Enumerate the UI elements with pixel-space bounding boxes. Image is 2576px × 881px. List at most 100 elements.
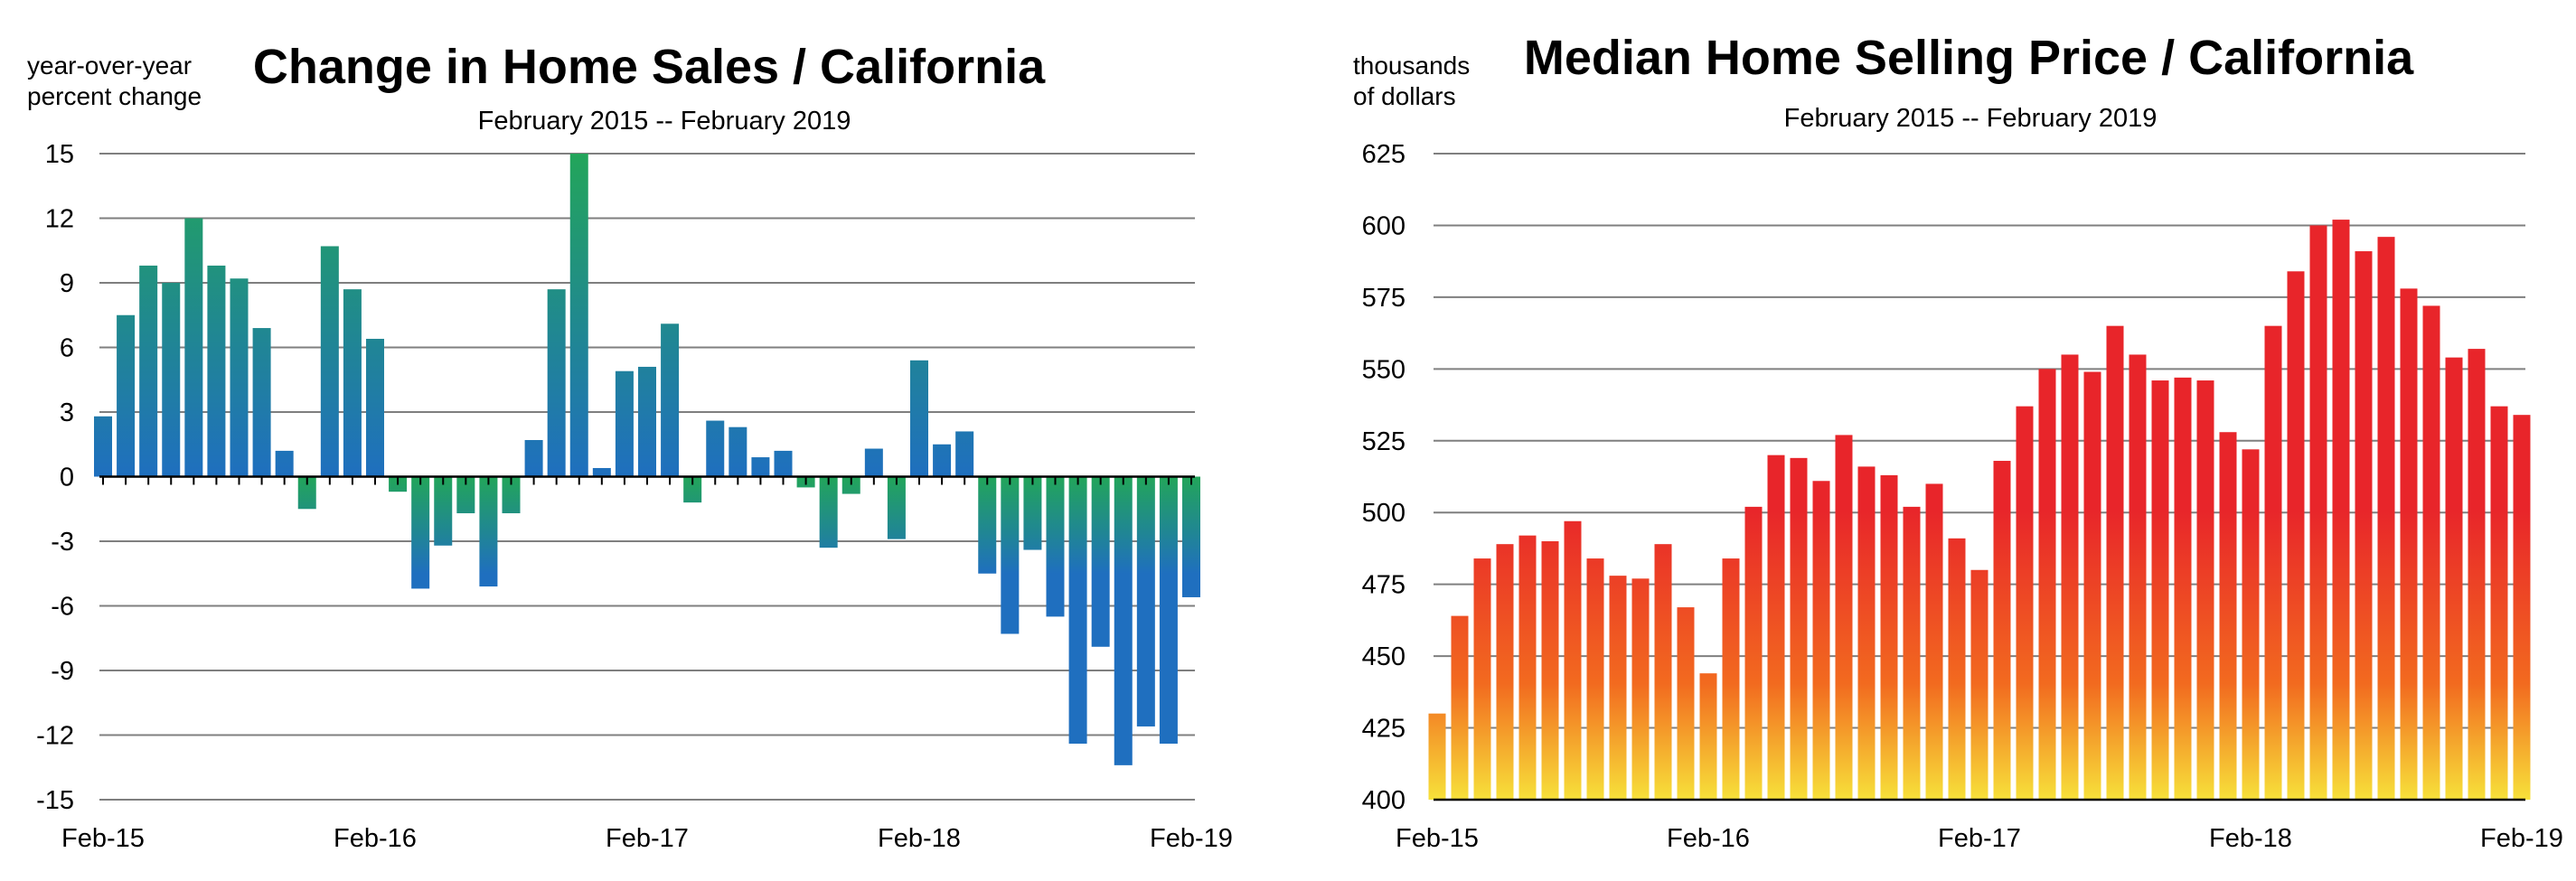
bar [117,314,136,477]
y-tick-label: 500 [1362,499,1406,528]
bar [1182,476,1200,597]
bar [819,476,838,548]
bar [2490,406,2508,800]
bar [1451,615,1469,800]
bar [1880,474,1898,800]
x-tick-label: Feb-19 [1150,824,1233,853]
chart-title: Change in Home Sales / California [253,40,1046,94]
bar [1609,576,1627,800]
bar [933,444,952,477]
x-tick-label: Feb-19 [2480,824,2563,853]
bar [94,416,112,477]
bar [1722,558,1740,800]
chart-subtitle: February 2015 -- February 2019 [1784,104,2158,133]
bar [2445,357,2463,800]
bar [502,476,521,514]
x-tick-label: Feb-16 [1667,824,1750,853]
bar [411,476,430,589]
bar [2196,380,2214,800]
bar [1136,476,1155,726]
bar [1970,569,1988,800]
bar [2468,349,2486,800]
tick-labels: 625 600 575 550 525 500 475 450 425 400 Feb-15 Feb-… [1362,140,2563,853]
y-tick-label: -9 [51,657,74,686]
bar [887,476,906,539]
bar [207,265,226,477]
bar [2422,305,2440,800]
bar [638,366,656,477]
bar [683,476,702,503]
bar [978,476,997,574]
bar [479,476,498,587]
bar [1654,544,1672,800]
bar [2242,449,2260,800]
y-tick-label: 12 [45,205,74,234]
bar [569,154,588,477]
y-tick-label: 525 [1362,427,1406,456]
bar [2061,354,2079,800]
bar [1744,506,1763,800]
y-tick-label: 425 [1362,715,1406,744]
bar [1699,673,1717,800]
bar [751,457,770,477]
bar [1586,558,1604,800]
bar [729,426,747,477]
bar [592,467,611,477]
bar [1068,476,1087,745]
bar [252,328,271,477]
bar [1518,535,1537,800]
bar [1023,476,1042,550]
bar [1473,558,1491,800]
x-tick-label: Feb-18 [878,824,961,853]
bar [1159,476,1178,745]
bar [139,265,158,477]
y-tick-label: 550 [1362,355,1406,384]
bar [615,370,634,477]
bar [2309,225,2327,800]
y-tick-label: 0 [60,464,74,492]
bar [320,246,339,477]
median-price-chart: Median Home Selling Price / California F… [1353,31,2563,853]
y-tick-label: 600 [1362,211,1406,240]
bar [1496,544,1514,800]
bars [94,154,1200,765]
y-tick-label: -6 [51,593,74,622]
x-tick-label: Feb-17 [1938,824,2021,853]
bar [2513,415,2531,800]
y-tick-label: 575 [1362,284,1406,313]
bar [1114,476,1133,765]
bar [661,323,680,477]
bar [456,476,475,514]
bar [1835,435,1853,800]
bar [2151,380,2169,800]
bar [864,448,883,477]
y-axis-label-line-2: percent change [27,82,202,110]
bar [1001,476,1020,634]
bar [1091,476,1110,647]
bar [2264,325,2282,801]
bar [297,476,316,510]
bar [1046,476,1065,617]
tick-labels: 15 12 9 6 3 0 -3 -6 -9 -12 -15 Feb-15 Feb-16 Feb-17 Fe… [36,140,1233,853]
bar [2219,432,2237,800]
bar [524,439,543,477]
bar [2038,369,2056,800]
bar [2377,237,2395,801]
bar [706,420,725,477]
bar [1767,455,1785,800]
y-tick-label: 400 [1362,786,1406,815]
bar [841,476,860,494]
bar [1857,466,1876,800]
bar [1812,481,1830,800]
x-tick-label: Feb-18 [2209,824,2292,853]
bar [1428,713,1446,800]
bars [1428,220,2531,801]
bar [2174,377,2192,800]
bar [547,289,566,477]
bar [2332,220,2350,801]
y-tick-label: 625 [1362,140,1406,169]
bar [1631,578,1650,800]
y-tick-label: 15 [45,140,74,169]
bar [1903,506,1921,800]
